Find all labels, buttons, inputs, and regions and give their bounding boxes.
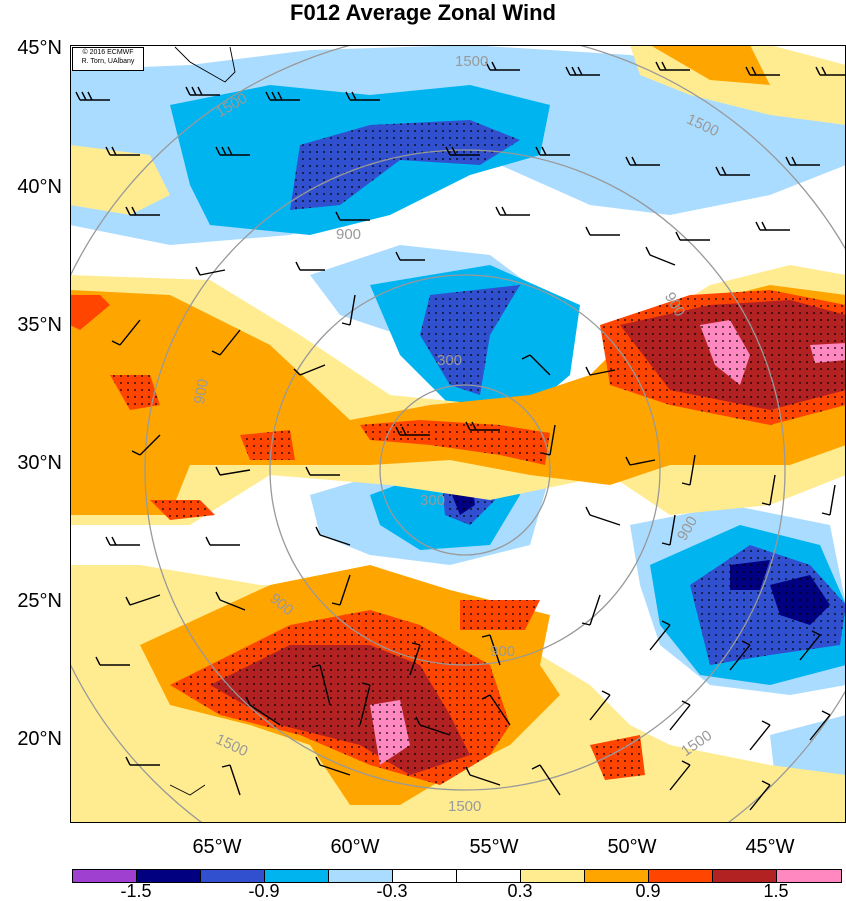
- colorbar-segment: [457, 870, 521, 882]
- colorbar-tick-label: 0.9: [635, 881, 661, 901]
- positive-shading: [70, 45, 846, 823]
- colorbar-segment: [201, 870, 265, 882]
- credit-line: © 2016 ECMWF: [82, 49, 134, 56]
- coastline: [169, 784, 206, 796]
- colorbar-ticks: -1.5 -0.9 -0.3 0.3 0.9 1.5: [72, 881, 842, 901]
- lon-label: 45°W: [745, 836, 795, 858]
- map-title: F012 Average Zonal Wind: [290, 0, 556, 25]
- coastline: [174, 46, 236, 83]
- colorbar: [72, 869, 842, 883]
- colorbar-tick-label: 1.5: [763, 881, 789, 901]
- colorbar-segment: [265, 870, 329, 882]
- colorbar-tick-label: -1.5: [120, 881, 152, 901]
- colorbar-segment: [73, 870, 137, 882]
- colorbar-segment: [521, 870, 585, 882]
- colorbar-segment: [137, 870, 201, 882]
- lon-label: 65°W: [192, 836, 242, 858]
- colorbar-tick-label: -0.3: [376, 881, 408, 901]
- colorbar-segment: [649, 870, 713, 882]
- contour-label: 1500: [448, 798, 482, 815]
- lat-label: 25°N: [17, 590, 62, 612]
- contour-label: 300: [420, 492, 446, 509]
- credit-box: © 2016 ECMWF R. Torn, UAlbany: [72, 47, 144, 71]
- lon-label: 60°W: [330, 836, 380, 858]
- credit-line: R. Torn, UAlbany: [81, 58, 135, 65]
- contour-label: 900: [336, 226, 362, 243]
- colorbar-segment: [393, 870, 457, 882]
- geopotential-contours: [70, 45, 846, 823]
- colorbar-tick-label: 0.3: [507, 881, 533, 901]
- map-panel[interactable]: [70, 45, 846, 823]
- contour-label: 1500: [455, 53, 489, 70]
- zonal-wind-map: [70, 45, 846, 823]
- lat-label: 35°N: [17, 314, 62, 336]
- colorbar-segment: [713, 870, 777, 882]
- lat-label: 40°N: [17, 176, 62, 198]
- contour-label: 900: [490, 643, 516, 660]
- lat-label: 20°N: [17, 728, 62, 750]
- wind-barbs: [75, 61, 845, 811]
- colorbar-segment: [329, 870, 393, 882]
- lon-label: 50°W: [607, 836, 657, 858]
- contour-label: 300: [437, 352, 463, 369]
- colorbar-segment: [585, 870, 649, 882]
- lat-label: 45°N: [17, 37, 62, 59]
- lon-label: 55°W: [469, 836, 519, 858]
- colorbar-tick-label: -0.9: [248, 881, 280, 901]
- lat-label: 30°N: [17, 452, 62, 474]
- colorbar-segment: [777, 870, 841, 882]
